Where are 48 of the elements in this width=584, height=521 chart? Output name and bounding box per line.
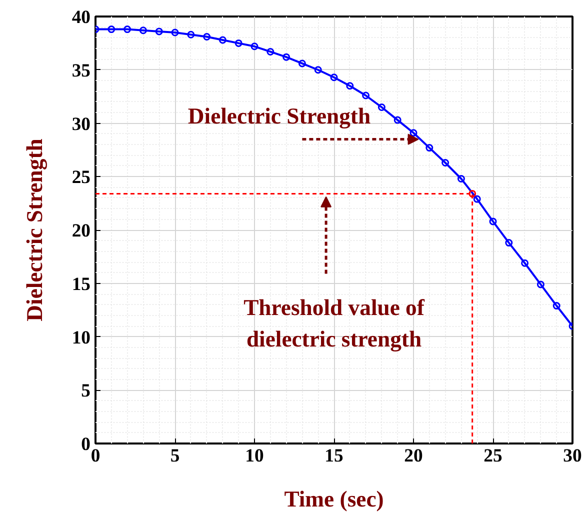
point <box>536 280 544 288</box>
point <box>468 190 476 198</box>
x-axis-title: Time (sec) <box>284 486 384 512</box>
x-tick-label: 10 <box>245 446 264 466</box>
y-tick-label: 40 <box>72 7 90 28</box>
point <box>378 103 386 111</box>
y-tick-label: 25 <box>72 167 90 188</box>
y-tick-label: 30 <box>72 114 90 135</box>
point <box>298 60 306 68</box>
point <box>330 74 338 82</box>
point <box>139 26 147 34</box>
y-tick-label: 35 <box>72 60 90 82</box>
point <box>187 30 195 38</box>
point <box>266 48 274 56</box>
x-tick-label: 5 <box>170 446 180 466</box>
point <box>203 33 211 41</box>
annotation: Threshold value of dielectric strength <box>244 295 425 352</box>
point <box>521 259 529 267</box>
point <box>473 195 481 203</box>
point <box>218 36 226 44</box>
point <box>234 39 242 47</box>
point <box>282 53 290 61</box>
y-axis-title: Dielectric Strength <box>22 138 47 322</box>
point <box>410 129 418 137</box>
point <box>552 302 560 310</box>
x-tick-label: 15 <box>324 446 344 466</box>
point <box>250 42 258 50</box>
point <box>442 159 450 166</box>
y-tick-label: 10 <box>72 327 90 348</box>
annotation: Dielectric Strength <box>188 104 371 129</box>
x-tick-label: 25 <box>484 446 502 466</box>
point <box>171 28 179 36</box>
point <box>155 28 163 36</box>
point <box>489 218 497 226</box>
point <box>457 175 465 183</box>
point <box>362 92 370 100</box>
point <box>124 26 132 34</box>
x-tick-label: 20 <box>404 446 423 466</box>
y-tick-label: 5 <box>81 380 90 402</box>
y-tick-label: 20 <box>72 220 90 242</box>
point <box>314 66 322 74</box>
x-tick-label: 30 <box>563 446 582 466</box>
point <box>108 26 116 34</box>
point <box>346 82 354 90</box>
y-tick-label: 15 <box>72 274 90 295</box>
point <box>505 239 513 247</box>
point <box>394 116 402 124</box>
point <box>426 144 434 152</box>
